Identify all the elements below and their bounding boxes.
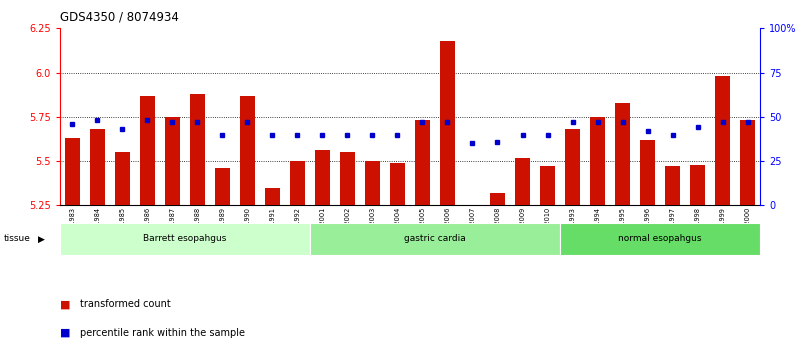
Bar [115, 152, 130, 205]
Text: normal esopahgus: normal esopahgus [618, 234, 702, 244]
Text: Barrett esopahgus: Barrett esopahgus [143, 234, 227, 244]
Bar [390, 163, 405, 205]
Text: transformed count: transformed count [80, 299, 170, 309]
Bar [640, 140, 655, 205]
Text: ■: ■ [60, 299, 70, 309]
Bar [590, 117, 605, 205]
Bar [90, 129, 105, 205]
Bar [490, 193, 505, 205]
Bar [540, 166, 555, 205]
Bar [715, 76, 730, 205]
Bar [290, 161, 305, 205]
Bar [240, 96, 255, 205]
Text: tissue: tissue [4, 234, 31, 244]
Bar [740, 120, 755, 205]
Text: GDS4350 / 8074934: GDS4350 / 8074934 [60, 11, 178, 24]
Bar [140, 96, 154, 205]
Text: ▶: ▶ [38, 234, 45, 244]
Bar [60, 223, 310, 255]
Bar [690, 165, 705, 205]
Bar [665, 166, 680, 205]
Bar [415, 120, 430, 205]
Text: percentile rank within the sample: percentile rank within the sample [80, 328, 244, 338]
Bar [515, 158, 530, 205]
Bar [165, 117, 180, 205]
Bar [189, 94, 205, 205]
Bar [560, 223, 760, 255]
Bar [265, 188, 280, 205]
Bar [315, 150, 330, 205]
Bar [310, 223, 560, 255]
Bar [340, 152, 355, 205]
Text: ■: ■ [60, 328, 70, 338]
Bar [565, 129, 580, 205]
Bar [615, 103, 630, 205]
Bar [64, 138, 80, 205]
Bar [215, 168, 230, 205]
Bar [365, 161, 380, 205]
Bar [465, 205, 480, 211]
Text: gastric cardia: gastric cardia [404, 234, 466, 244]
Bar [440, 41, 455, 205]
